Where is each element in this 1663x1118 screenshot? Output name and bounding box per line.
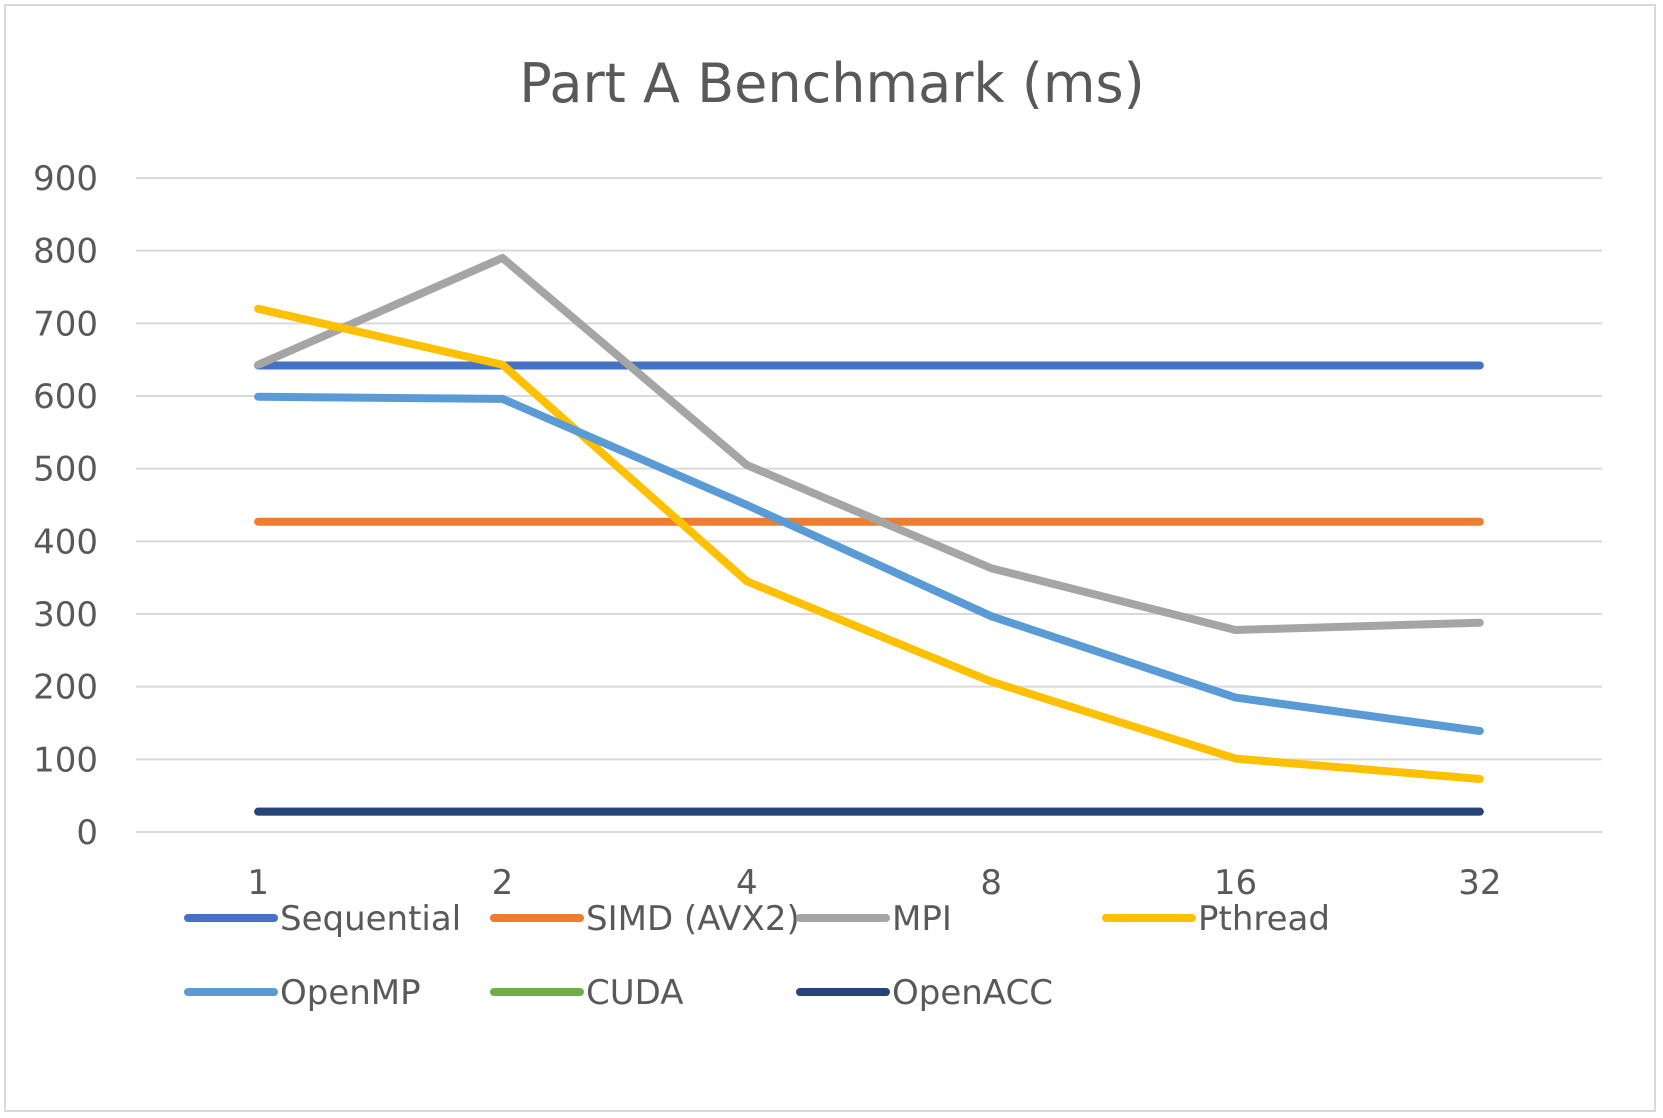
legend-label: OpenMP (280, 973, 421, 1013)
series-openmp (254, 392, 1484, 735)
legend-item-mpi: MPI (796, 899, 952, 939)
x-axis-ticks: 1 2 4 8 16 32 (247, 863, 1501, 903)
y-tick-label: 100 (33, 740, 98, 780)
y-tick-label: 200 (33, 668, 98, 708)
y-tick-label: 800 (33, 232, 98, 272)
legend: Sequential SIMD (AVX2) MPI Pthread OpenMP CUD… (184, 899, 1330, 1013)
y-tick-label: 400 (33, 522, 98, 562)
y-tick-label: 500 (33, 450, 98, 490)
series-mpi (254, 253, 1484, 634)
series-lines (254, 253, 1484, 816)
legend-label: Sequential (280, 899, 461, 939)
series-line-openmp (254, 392, 1484, 735)
legend-item-pthread: Pthread (1102, 899, 1330, 939)
y-tick-label: 900 (33, 159, 98, 199)
legend-label: OpenACC (892, 973, 1053, 1013)
line-chart: Part A Benchmark (ms) 0 100 200 300 400 500 60… (33, 52, 1602, 1013)
x-tick-label: 4 (736, 863, 758, 903)
legend-item-simd-avx2: SIMD (AVX2) (490, 899, 800, 939)
series-line-mpi (254, 253, 1484, 634)
series-line-pthread (254, 304, 1484, 783)
y-tick-label: 300 (33, 595, 98, 635)
y-tick-label: 600 (33, 377, 98, 417)
chart-title: Part A Benchmark (ms) (519, 52, 1144, 115)
y-tick-label: 700 (33, 304, 98, 344)
legend-label: MPI (892, 899, 952, 939)
legend-item-cuda: CUDA (490, 973, 683, 1013)
legend-label: CUDA (586, 973, 683, 1013)
x-tick-label: 32 (1458, 863, 1501, 903)
x-tick-label: 8 (980, 863, 1002, 903)
legend-item-openacc: OpenACC (796, 973, 1053, 1013)
legend-item-openmp: OpenMP (184, 973, 421, 1013)
grid-lines (136, 177, 1602, 833)
legend-label: Pthread (1198, 899, 1330, 939)
x-tick-label: 2 (492, 863, 514, 903)
series-pthread (254, 304, 1484, 783)
x-tick-label: 1 (247, 863, 269, 903)
y-axis-ticks: 0 100 200 300 400 500 600 700 800 900 (33, 159, 98, 853)
legend-item-sequential: Sequential (184, 899, 461, 939)
legend-label: SIMD (AVX2) (586, 899, 800, 939)
x-tick-label: 16 (1214, 863, 1257, 903)
y-tick-label: 0 (76, 813, 98, 853)
chart-frame: Part A Benchmark (ms) 0 100 200 300 400 500 60… (4, 4, 1656, 1112)
